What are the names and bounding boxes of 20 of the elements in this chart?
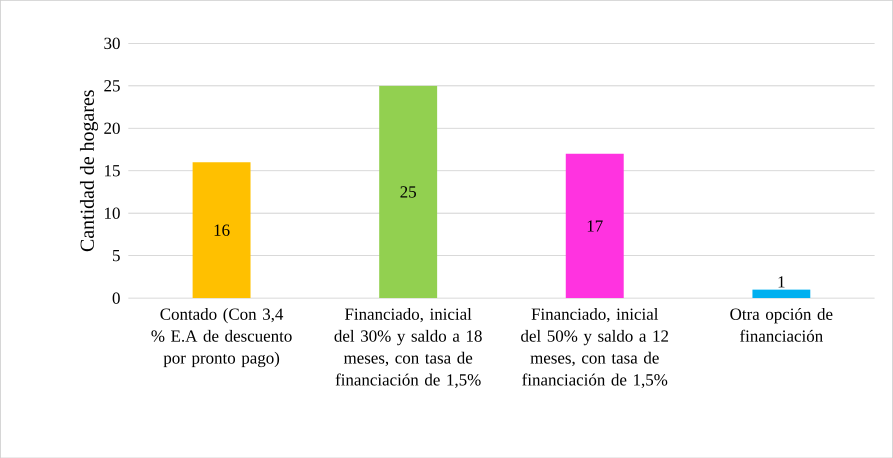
data-label: 17: [588, 220, 603, 232]
y-tick-label: 10: [105, 207, 120, 219]
y-tick-label: 25: [104, 80, 120, 92]
y-tick-label: 30: [104, 37, 120, 49]
y-tick-label: 15: [105, 164, 120, 176]
bar: [752, 289, 810, 298]
bar: [379, 86, 438, 298]
x-tick-label: Contado (Con 3,4 % E.A de descuento por pronto pago): [151, 308, 292, 367]
y-tick-label: 20: [104, 122, 120, 134]
bar: [192, 162, 251, 298]
bar: [566, 154, 624, 298]
y-tick-label: 5: [112, 250, 120, 262]
data-label: 25: [400, 186, 416, 198]
x-tick-label: Otra opción de financiación: [730, 308, 832, 342]
data-label: 1: [778, 276, 785, 288]
y-axis-title: Cantidad de hogares: [80, 90, 98, 251]
x-tick-label: Financiado, inicial del 50% y saldo a 12 meses, con tasa de financiación de 1,5%: [521, 308, 668, 388]
y-tick-label: 0: [112, 292, 120, 304]
x-tick-label: Financiado, inicial del 30% y saldo a 18 meses, con tasa de financiación de 1,5%: [334, 308, 482, 388]
data-label: 16: [214, 224, 230, 236]
